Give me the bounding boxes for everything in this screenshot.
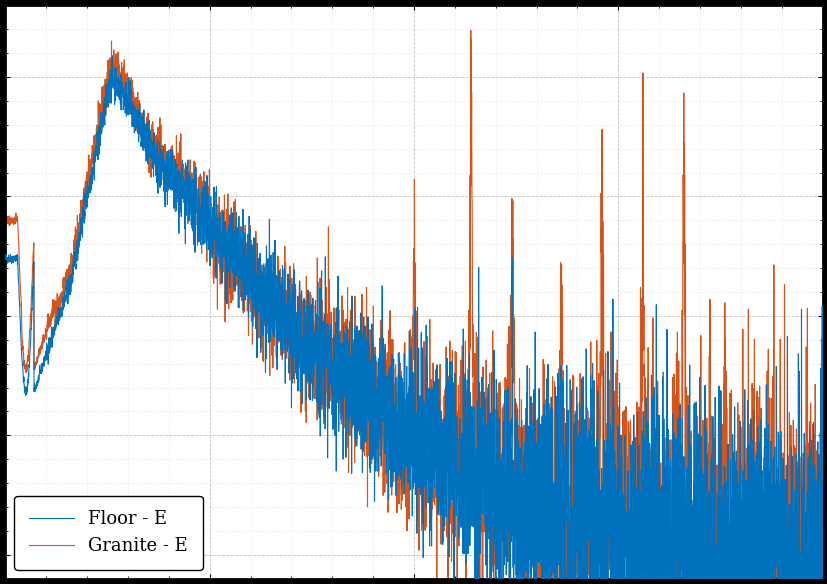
Granite - E (672, 329, 681, 336)
Granite - E (490, 406, 500, 413)
Granite - E (816, 539, 826, 546)
Line: Granite - E: Granite - E (6, 30, 821, 584)
Floor - E (609, 580, 619, 584)
Floor - E (490, 488, 500, 495)
Granite - E (149, 145, 159, 152)
Legend: Floor - E, Granite - E: Floor - E, Granite - E (14, 496, 203, 569)
Floor - E (149, 129, 159, 136)
Floor - E (313, 279, 323, 286)
Granite - E (466, 27, 476, 34)
Floor - E (532, 465, 542, 472)
Granite - E (313, 338, 323, 345)
Granite - E (1, 216, 11, 223)
Line: Floor - E: Floor - E (6, 56, 821, 584)
Floor - E (1, 254, 11, 261)
Granite - E (532, 456, 542, 463)
Floor - E (108, 53, 117, 60)
